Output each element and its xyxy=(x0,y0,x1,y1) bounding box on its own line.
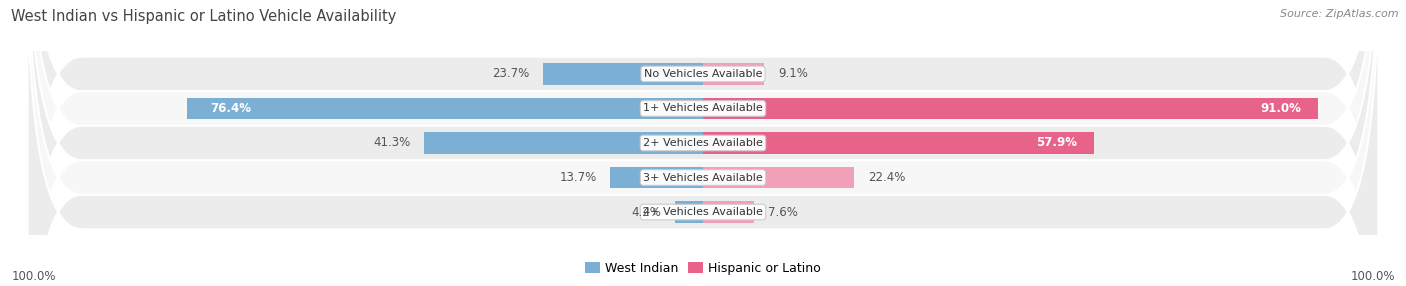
Text: No Vehicles Available: No Vehicles Available xyxy=(644,69,762,79)
FancyBboxPatch shape xyxy=(28,0,1378,286)
FancyBboxPatch shape xyxy=(28,0,1378,286)
Bar xyxy=(703,201,755,223)
Bar xyxy=(187,98,703,119)
Text: 9.1%: 9.1% xyxy=(778,67,808,80)
Text: 57.9%: 57.9% xyxy=(1036,136,1077,150)
Text: 2+ Vehicles Available: 2+ Vehicles Available xyxy=(643,138,763,148)
Bar xyxy=(425,132,703,154)
FancyBboxPatch shape xyxy=(28,0,1378,286)
Bar xyxy=(610,167,703,188)
Text: 91.0%: 91.0% xyxy=(1260,102,1301,115)
Text: 13.7%: 13.7% xyxy=(560,171,598,184)
FancyBboxPatch shape xyxy=(28,0,1378,286)
Bar xyxy=(703,167,855,188)
Legend: West Indian, Hispanic or Latino: West Indian, Hispanic or Latino xyxy=(579,257,827,280)
Text: 100.0%: 100.0% xyxy=(1350,270,1395,283)
Text: 7.6%: 7.6% xyxy=(768,206,797,219)
Text: 76.4%: 76.4% xyxy=(211,102,252,115)
Text: 22.4%: 22.4% xyxy=(868,171,905,184)
Bar xyxy=(675,201,703,223)
Bar xyxy=(543,63,703,85)
Text: 41.3%: 41.3% xyxy=(373,136,411,150)
Text: 4.2%: 4.2% xyxy=(631,206,661,219)
Bar xyxy=(703,63,765,85)
Text: Source: ZipAtlas.com: Source: ZipAtlas.com xyxy=(1281,9,1399,19)
Text: 1+ Vehicles Available: 1+ Vehicles Available xyxy=(643,104,763,114)
Bar xyxy=(703,132,1094,154)
Text: West Indian vs Hispanic or Latino Vehicle Availability: West Indian vs Hispanic or Latino Vehicl… xyxy=(11,9,396,23)
FancyBboxPatch shape xyxy=(28,0,1378,286)
Text: 23.7%: 23.7% xyxy=(492,67,530,80)
Text: 4+ Vehicles Available: 4+ Vehicles Available xyxy=(643,207,763,217)
Bar xyxy=(703,98,1317,119)
Text: 3+ Vehicles Available: 3+ Vehicles Available xyxy=(643,172,763,182)
Text: 100.0%: 100.0% xyxy=(11,270,56,283)
